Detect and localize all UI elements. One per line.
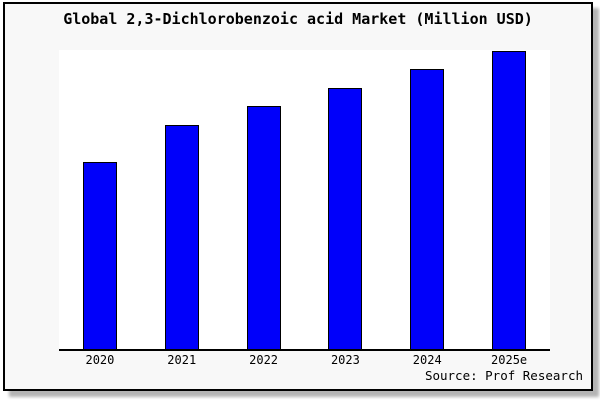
- x-tick-label-2022: 2022: [249, 353, 279, 367]
- source-credit: Source: Prof Research: [424, 368, 583, 383]
- bar-2022: [246, 106, 281, 349]
- bar-2023: [328, 88, 363, 349]
- bar-2021: [164, 125, 199, 349]
- plot-area: 2020 2021 2022 2023 2024 2025e: [59, 50, 550, 367]
- x-tick-label-2020: 2020: [85, 353, 115, 367]
- chart-frame: Global 2,3-Dichlorobenzoic acid Market (…: [3, 2, 593, 391]
- x-tick-label-2024: 2024: [412, 353, 442, 367]
- bar-2024: [410, 69, 445, 349]
- x-tick-label-2025e: 2025e: [491, 353, 528, 367]
- x-tick-label-2021: 2021: [167, 353, 197, 367]
- chart-title: Global 2,3-Dichlorobenzoic acid Market (…: [63, 10, 533, 28]
- bar-2025e: [492, 51, 527, 349]
- x-tick-label-2023: 2023: [330, 353, 360, 367]
- bar-2020: [82, 162, 117, 349]
